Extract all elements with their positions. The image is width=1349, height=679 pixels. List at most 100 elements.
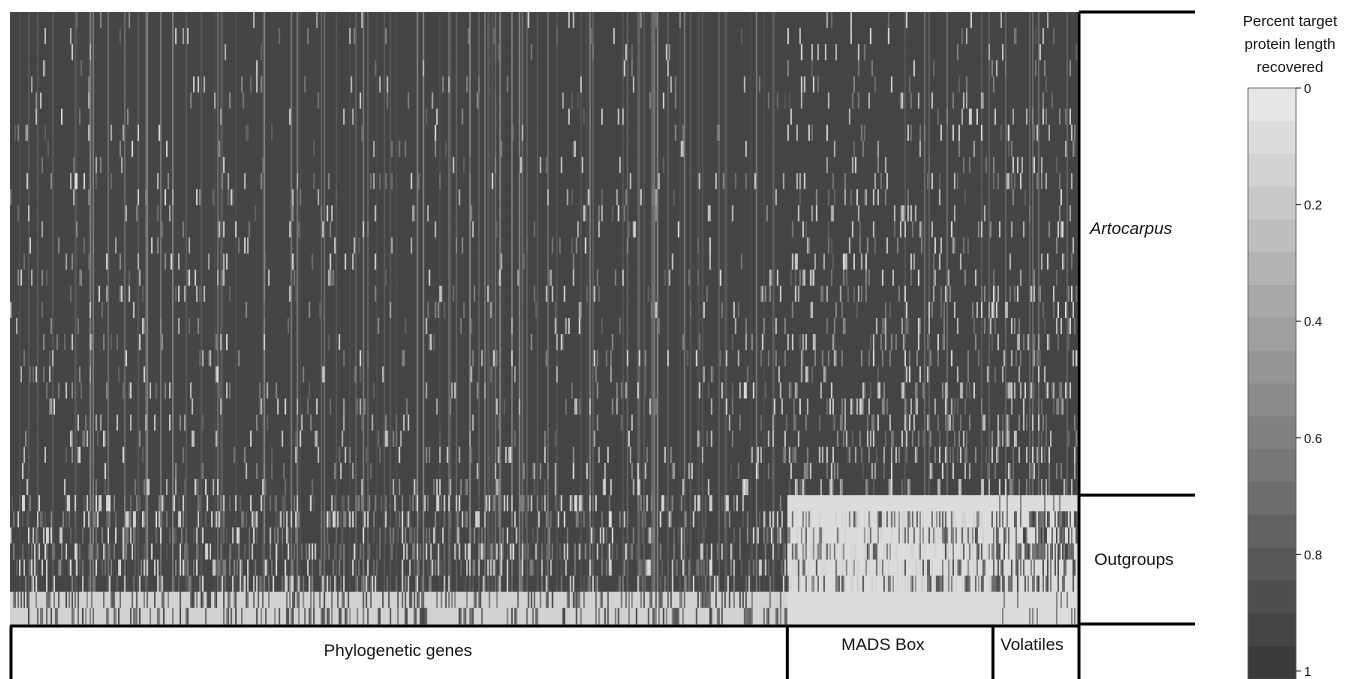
heatmap-cell — [607, 60, 610, 77]
heatmap-cell — [74, 12, 77, 29]
heatmap-cell — [640, 60, 643, 77]
heatmap-cell — [1075, 108, 1078, 126]
heatmap-cell — [406, 76, 409, 93]
heatmap-cell — [827, 76, 830, 93]
heatmap-cell — [115, 60, 117, 77]
heatmap-cell — [469, 12, 472, 29]
heatmap-cell — [172, 76, 174, 93]
heatmap-cell — [47, 44, 50, 61]
heatmap-cell — [745, 76, 748, 93]
heatmap-cell — [253, 44, 255, 61]
heatmap-cell — [346, 44, 349, 61]
heatmap-cell — [851, 28, 854, 45]
heatmap-cell — [145, 60, 147, 77]
heatmap-cell — [367, 12, 370, 29]
heatmap-cell — [592, 76, 595, 93]
heatmap-cell — [481, 12, 484, 29]
heatmap-cell — [919, 12, 922, 29]
heatmap-cell — [547, 12, 550, 29]
heatmap-cell — [923, 28, 926, 45]
heatmap-cell — [440, 60, 443, 77]
heatmap-cell — [767, 12, 770, 29]
heatmap-cell — [1061, 28, 1064, 45]
heatmap-cell — [892, 28, 895, 45]
heatmap-cell — [523, 12, 526, 29]
heatmap-cell — [319, 44, 321, 61]
heatmap-cell — [184, 28, 186, 45]
heatmap-cell — [73, 44, 75, 61]
heatmap-cell — [361, 28, 364, 45]
heatmap-cell — [997, 28, 1000, 45]
heatmap-cell — [523, 60, 526, 77]
heatmap-cell — [88, 44, 90, 61]
heatmap-cell — [871, 44, 874, 61]
heatmap-cell — [847, 60, 850, 77]
heatmap-cell — [670, 44, 673, 61]
heatmap-cell — [407, 28, 410, 45]
heatmap-cell — [185, 60, 188, 77]
heatmap-cell — [929, 60, 932, 77]
heatmap-cell — [976, 60, 979, 77]
heatmap-cell — [695, 60, 698, 77]
heatmap-cell — [1055, 12, 1058, 29]
heatmap-cell — [742, 44, 745, 61]
heatmap-cell — [413, 60, 416, 77]
heatmap-cell — [221, 28, 224, 45]
heatmap-cell — [770, 28, 773, 45]
heatmap-cell — [647, 28, 650, 45]
heatmap-cell — [844, 44, 847, 61]
heatmap-cell — [293, 60, 296, 77]
heatmap-cell — [365, 12, 368, 29]
heatmap-cell — [248, 44, 251, 61]
heatmap-cell — [632, 28, 635, 45]
heatmap-cell — [310, 60, 312, 77]
heatmap-cell — [769, 76, 772, 93]
heatmap-cell — [1057, 44, 1060, 61]
heatmap-cell — [692, 44, 695, 61]
heatmap-cell — [496, 28, 499, 45]
heatmap-cell — [757, 12, 760, 29]
heatmap-cell — [325, 12, 327, 29]
heatmap-cell — [1061, 60, 1064, 77]
heatmap-cell — [859, 44, 862, 61]
heatmap-cell — [508, 60, 511, 77]
heatmap-cell — [256, 28, 258, 45]
heatmap-cell — [934, 76, 937, 93]
heatmap-cell — [148, 28, 150, 45]
heatmap-cell — [694, 28, 697, 45]
heatmap-cell — [665, 76, 668, 93]
heatmap-cell — [973, 60, 976, 77]
heatmap-cell — [1060, 60, 1063, 77]
heatmap-cell — [796, 76, 799, 93]
heatmap-cell — [1016, 60, 1019, 77]
heatmap-cell — [839, 76, 842, 93]
heatmap-cell — [97, 76, 99, 93]
heatmap-cell — [865, 76, 868, 93]
heatmap-cell — [28, 44, 30, 61]
heatmap-cell — [557, 12, 560, 29]
heatmap-cell — [989, 60, 992, 77]
heatmap-cell — [247, 76, 249, 93]
heatmap-cell — [88, 76, 90, 93]
heatmap-cell — [652, 28, 655, 45]
heatmap-cell — [388, 60, 391, 77]
heatmap-cell — [334, 44, 336, 61]
heatmap-cell — [818, 12, 821, 29]
heatmap-cell — [395, 12, 398, 29]
heatmap-cell — [752, 76, 755, 93]
heatmap-cell — [1057, 28, 1060, 45]
heatmap-cell — [1022, 12, 1025, 29]
heatmap-cell — [200, 12, 203, 29]
heatmap-cell — [541, 44, 544, 61]
heatmap-cell — [323, 76, 326, 93]
heatmap-cell — [188, 12, 191, 29]
heatmap-cell — [686, 60, 689, 77]
heatmap-cell — [296, 12, 299, 29]
heatmap-cell — [1036, 76, 1039, 93]
heatmap-cell — [565, 76, 568, 93]
heatmap-cell — [166, 28, 168, 45]
heatmap-cell — [484, 12, 487, 29]
heatmap-cell — [361, 12, 364, 29]
heatmap-cell — [872, 28, 875, 45]
heatmap-cell — [509, 60, 512, 77]
